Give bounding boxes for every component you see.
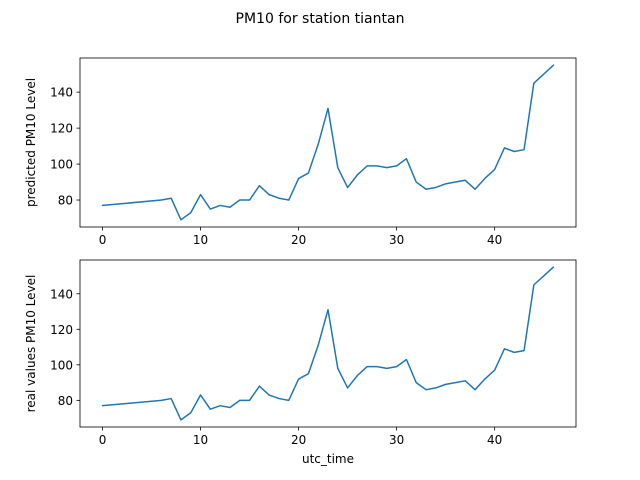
subplot-2: 0 10 20 30 40 80 100 120 140 real values PM10 Lev… — [24, 259, 577, 466]
x-tick-label: 30 — [389, 433, 404, 447]
series-line-1 — [101, 64, 555, 221]
y-tick-label: 80 — [58, 194, 73, 208]
series-line-1 — [101, 266, 555, 421]
y-tick-label: 100 — [50, 158, 73, 172]
x-tick-label: 0 — [99, 433, 107, 447]
y-axis-label: predicted PM10 Level — [24, 78, 38, 207]
y-tick-label: 80 — [58, 394, 73, 408]
y-axis-label: real values PM10 Level — [24, 275, 38, 413]
x-tick-label: 40 — [487, 233, 502, 247]
x-tick-label: 40 — [487, 433, 502, 447]
axes-frame — [79, 259, 577, 428]
x-tick-label: 30 — [389, 233, 404, 247]
y-tick-label: 100 — [50, 358, 73, 372]
y-tick-label: 120 — [50, 323, 73, 337]
y-tick-label: 120 — [50, 122, 73, 136]
axes-frame — [79, 57, 577, 228]
x-tick-label: 20 — [291, 433, 306, 447]
x-tick-label: 0 — [99, 233, 107, 247]
y-tick-label: 140 — [50, 287, 73, 301]
x-axis-label: utc_time — [302, 452, 354, 466]
x-tick-label: 10 — [193, 433, 208, 447]
x-tick-label: 20 — [291, 233, 306, 247]
x-tick-label: 10 — [193, 233, 208, 247]
figure-title: PM10 for station tiantan — [236, 11, 405, 27]
y-tick-label: 140 — [50, 86, 73, 100]
subplot-1: 0 10 20 30 40 80 100 120 140 predicted PM10 Level — [24, 57, 577, 247]
